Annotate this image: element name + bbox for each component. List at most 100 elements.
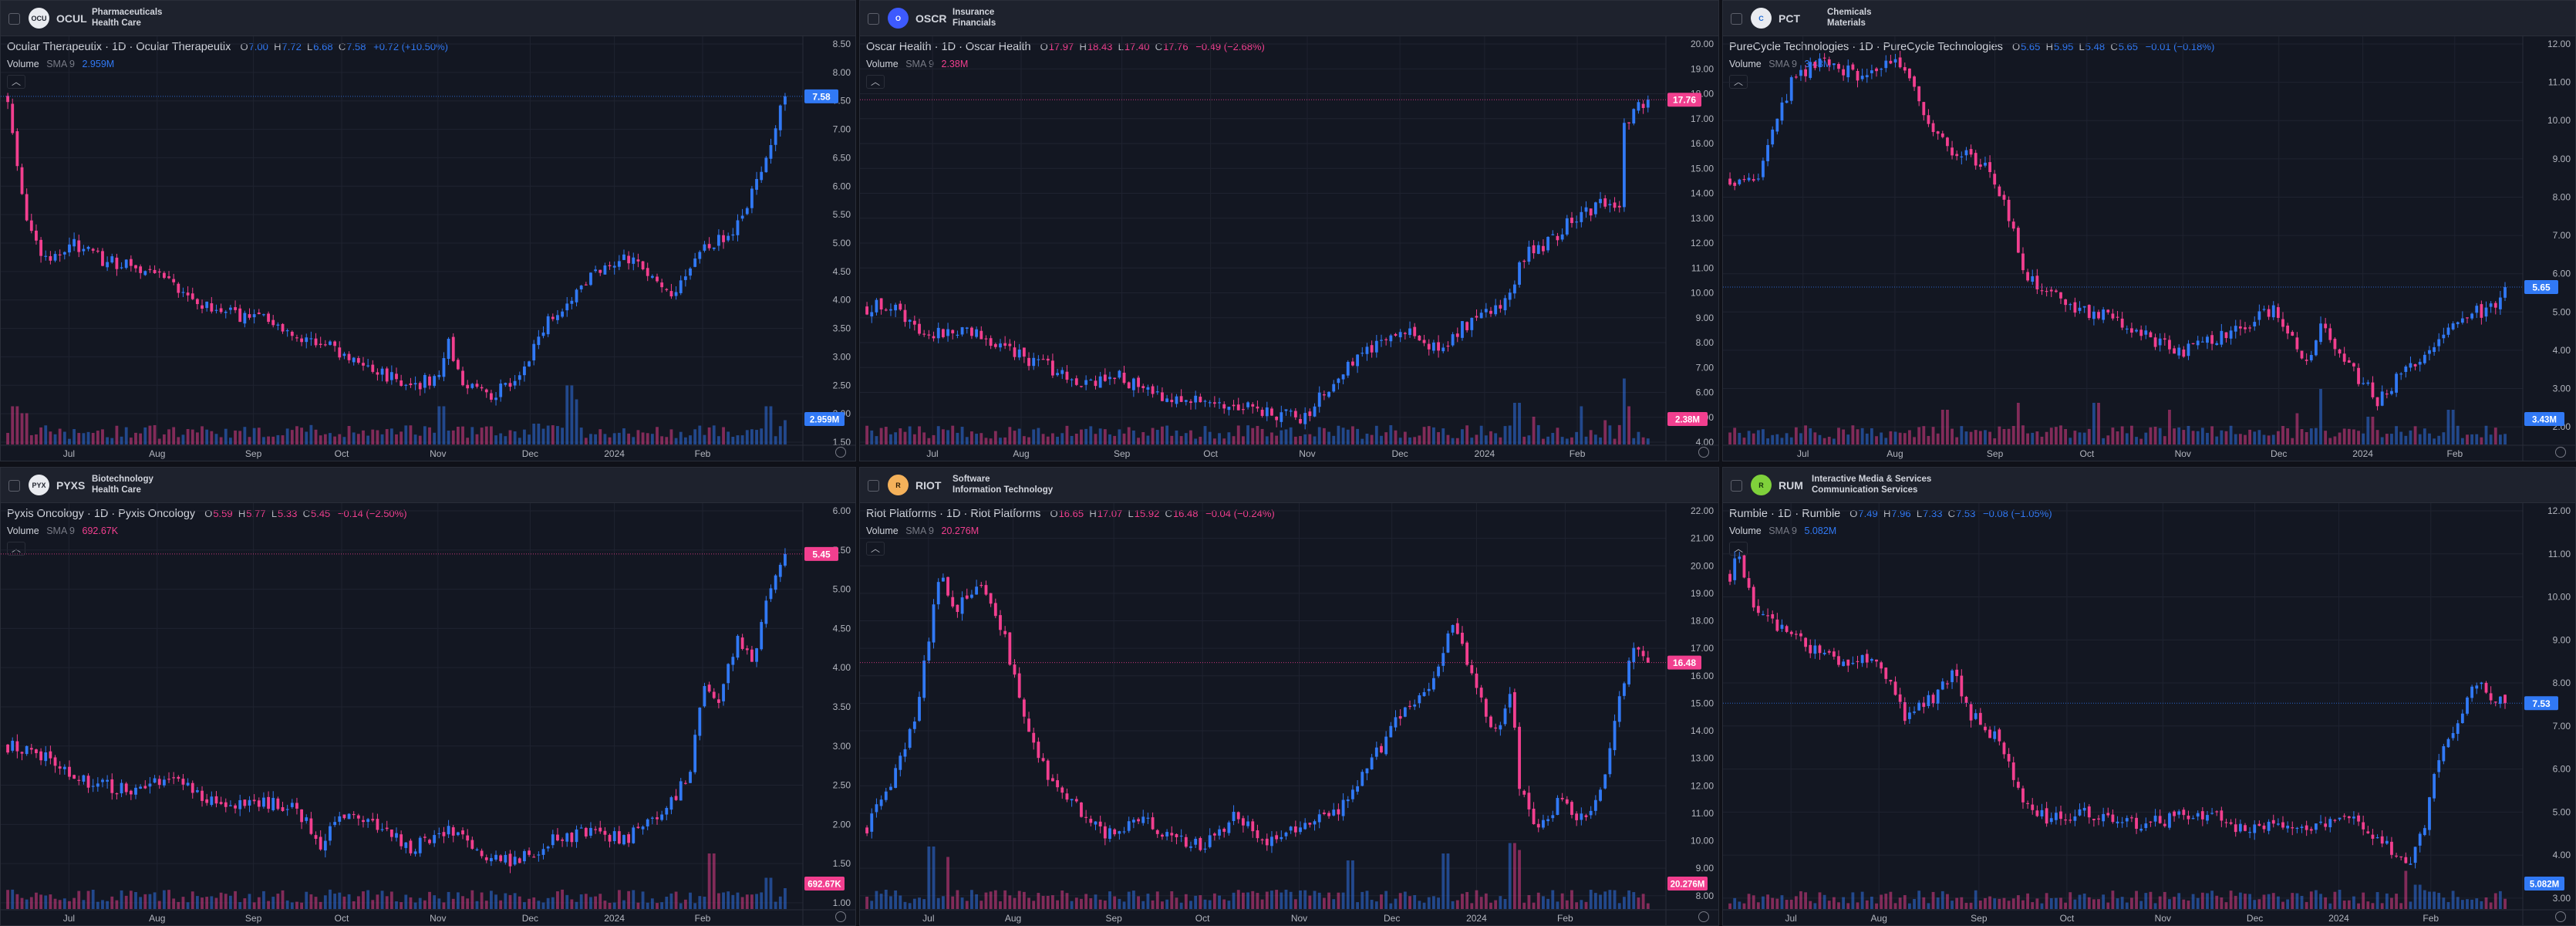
candle-body	[1974, 153, 1978, 166]
volume-bar	[1155, 430, 1159, 444]
candle-body	[541, 332, 545, 336]
candle-body	[2267, 309, 2271, 317]
candle-body	[703, 686, 706, 707]
price-chart[interactable]: 12.0011.0010.009.008.007.006.005.004.003…	[1723, 36, 2576, 461]
volume-label[interactable]: Volume	[7, 59, 39, 69]
candle-body	[2054, 813, 2058, 820]
chart-panel-pct[interactable]: C PCT Chemicals Materials PureCycle Tech…	[1722, 0, 2576, 461]
candle-body	[1622, 683, 1626, 696]
candle-body	[1427, 343, 1431, 350]
chart-settings-icon[interactable]	[1698, 911, 1709, 922]
volume-bar	[395, 901, 398, 909]
volume-bar	[234, 430, 237, 444]
volume-bar	[1170, 435, 1174, 444]
candle-body	[1141, 386, 1145, 389]
candle-body	[494, 854, 497, 860]
chart-panel-pyxs[interactable]: PYX PYXS Biotechnology Health Care Pyxis…	[0, 467, 856, 926]
candle-body	[329, 826, 332, 841]
price-chart[interactable]: 20.0019.0018.0017.0016.0015.0014.0013.00…	[860, 36, 1719, 461]
y-tick-label: 11.00	[1691, 808, 1714, 819]
chart-settings-icon[interactable]	[1698, 447, 1709, 458]
candle-body	[1580, 813, 1583, 820]
collapse-legend-button[interactable]: ︿	[1729, 542, 1748, 556]
y-tick-label: 4.00	[833, 295, 851, 306]
chart-settings-icon[interactable]	[2555, 911, 2566, 922]
candle-body	[745, 648, 749, 651]
collapse-legend-button[interactable]: ︿	[1729, 75, 1748, 89]
volume-label[interactable]: Volume	[7, 526, 39, 536]
volume-bar	[300, 902, 303, 909]
symbol-ticker[interactable]: RIOT	[915, 479, 942, 492]
collapse-legend-button[interactable]: ︿	[866, 75, 885, 89]
collapse-legend-button[interactable]: ︿	[7, 75, 25, 89]
price-chart[interactable]: 6.005.505.004.504.003.503.002.502.001.50…	[1, 503, 856, 926]
candle-body	[96, 783, 99, 787]
candle-body	[993, 343, 997, 347]
price-chart[interactable]: 22.0021.0020.0019.0018.0017.0016.0015.00…	[860, 503, 1719, 926]
select-checkbox[interactable]	[868, 13, 879, 25]
volume-bar	[2333, 436, 2337, 444]
candle-body	[1446, 633, 1450, 653]
symbol-ticker[interactable]: RUM	[1779, 479, 1803, 492]
volume-label[interactable]: Volume	[1729, 59, 1762, 69]
symbol-ticker[interactable]: OCUL	[56, 12, 87, 25]
candle-body	[1951, 670, 1954, 682]
symbol-ticker[interactable]: PYXS	[56, 479, 86, 492]
candle-body	[1212, 833, 1216, 836]
chart-panel-riot[interactable]: R RIOT Software Information Technology R…	[859, 467, 1719, 926]
volume-bar	[1813, 903, 1817, 909]
last-price-tag: 5.45	[804, 546, 838, 561]
candle-body	[2404, 367, 2408, 373]
volume-bar	[2319, 389, 2322, 444]
chart-panel-oscr[interactable]: O OSCR Insurance Financials Oscar Health…	[859, 0, 1719, 461]
candle-body	[1056, 780, 1060, 788]
volume-bar	[2210, 426, 2214, 444]
select-checkbox[interactable]	[868, 480, 879, 492]
volume-bar	[2305, 901, 2308, 909]
collapse-legend-button[interactable]: ︿	[7, 542, 25, 556]
chart-settings-icon[interactable]	[2555, 447, 2566, 458]
candle-body	[1437, 666, 1441, 677]
volume-bar	[96, 431, 99, 444]
collapse-legend-button[interactable]: ︿	[866, 542, 885, 556]
candle-body	[656, 817, 659, 820]
candle-body	[2395, 855, 2398, 857]
symbol-ticker[interactable]: PCT	[1779, 12, 1800, 25]
volume-bar	[2248, 429, 2252, 444]
volume-bar	[927, 438, 931, 444]
chart-panel-ocul[interactable]: OCU OCUL Pharmaceuticals Health Care Ocu…	[0, 0, 856, 461]
volume-label[interactable]: Volume	[1729, 526, 1762, 536]
volume-bar	[2097, 899, 2100, 909]
volume-bar	[1993, 438, 1997, 444]
volume-bar	[1747, 431, 1751, 444]
candle-body	[2475, 685, 2479, 689]
symbol-ticker[interactable]: OSCR	[915, 12, 947, 25]
volume-bar	[1389, 425, 1393, 444]
select-checkbox[interactable]	[1731, 480, 1742, 492]
candle-body	[2433, 346, 2436, 353]
select-checkbox[interactable]	[1731, 13, 1742, 25]
volume-bar	[15, 894, 19, 909]
price-chart[interactable]: 12.0011.0010.009.008.007.006.005.004.003…	[1723, 503, 2576, 926]
chart-settings-icon[interactable]	[835, 447, 846, 458]
chart-settings-icon[interactable]	[835, 911, 846, 922]
price-chart[interactable]: 8.508.007.507.006.506.005.505.004.504.00…	[1, 36, 856, 461]
volume-bar	[238, 431, 242, 444]
chart-panel-rum[interactable]: R RUM Interactive Media & Services Commu…	[1722, 467, 2576, 926]
y-tick-label: 3.00	[833, 741, 851, 752]
candle-body	[2352, 816, 2355, 819]
candle-body	[6, 744, 9, 753]
candle-body	[1728, 573, 1731, 582]
candle-body	[589, 272, 592, 286]
volume-label[interactable]: Volume	[866, 526, 899, 536]
candle-body	[683, 276, 687, 280]
symbol-logo-icon: R	[1751, 475, 1772, 495]
volume-label[interactable]: Volume	[866, 59, 899, 69]
select-checkbox[interactable]	[8, 480, 20, 492]
candle-body	[1299, 419, 1302, 424]
candle-body	[1580, 211, 1583, 222]
select-checkbox[interactable]	[8, 13, 20, 25]
candle-body	[262, 797, 265, 807]
volume-bar	[1265, 891, 1269, 909]
x-tick-label: Feb	[695, 913, 711, 924]
